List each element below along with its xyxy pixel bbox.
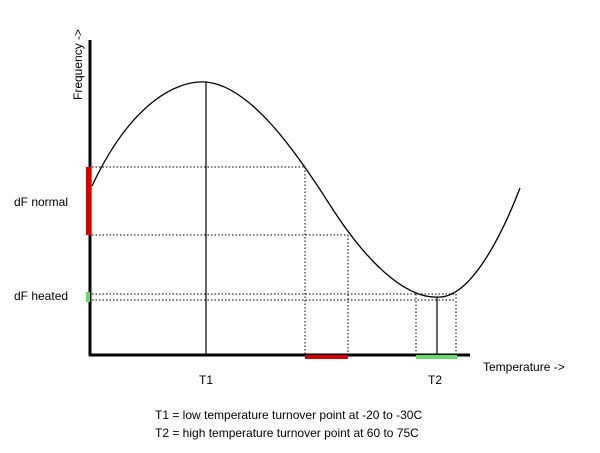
frequency-curve — [91, 81, 521, 298]
t1-label: T1 — [199, 373, 213, 387]
t2-label: T2 — [428, 373, 442, 387]
df-heated-guides — [92, 293, 457, 355]
df-normal-label: dF normal — [14, 195, 68, 209]
y-axis-label: Frequency -> — [71, 29, 85, 100]
note-t1: T1 = low temperature turnover point at -… — [155, 408, 422, 422]
df-heated-label: dF heated — [14, 289, 68, 303]
note-t2: T2 = high temperature turnover point at … — [155, 426, 419, 440]
df-normal-guides — [92, 166, 349, 355]
x-axis-label: Temperature -> — [483, 360, 565, 374]
df-heated-bar — [86, 292, 90, 302]
df-normal-bar — [86, 167, 91, 235]
normal-temp-range-bar — [305, 355, 348, 359]
heated-temp-range-bar — [416, 355, 457, 359]
